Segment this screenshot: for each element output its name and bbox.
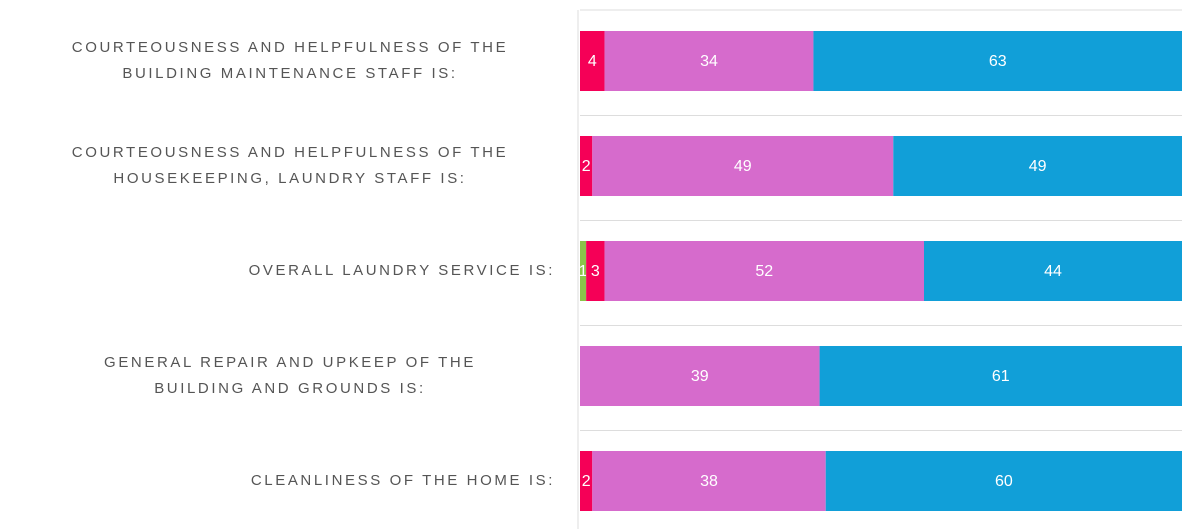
bar-segment (924, 241, 1182, 301)
bar-segment (580, 241, 587, 301)
category-label: HOUSEKEEPING, LAUNDRY STAFF IS: (113, 170, 466, 187)
value-label: 38 (700, 473, 718, 490)
category-label: BUILDING MAINTENANCE STAFF IS: (122, 65, 457, 82)
plot-area: 4 34 63 2 49 49 1 3 52 44 39 61 2 38 60 (579, 9, 1182, 511)
bar-segment (893, 136, 1182, 196)
bar-segment (580, 31, 605, 91)
bar-segment (604, 241, 924, 301)
value-label: 60 (995, 473, 1013, 490)
category-label: OVERALL LAUNDRY SERVICE IS: (249, 262, 555, 279)
category-label: COURTEOUSNESS AND HELPFULNESS OF THE (72, 144, 508, 161)
bar-segment (592, 136, 894, 196)
value-label: 44 (1044, 263, 1062, 280)
bar-segment (825, 451, 1182, 511)
bar-segment (592, 451, 826, 511)
value-label: 1 (579, 263, 588, 280)
bar-segment (813, 31, 1182, 91)
bar-segment (580, 451, 593, 511)
bar-segment (819, 346, 1182, 406)
value-label: 34 (700, 53, 718, 70)
bar-segment (580, 136, 593, 196)
value-label: 61 (992, 368, 1010, 385)
value-label: 49 (1029, 158, 1047, 175)
bar-segment (586, 241, 605, 301)
value-label: 3 (591, 263, 600, 280)
category-label: GENERAL REPAIR AND UPKEEP OF THE (104, 354, 476, 371)
value-label: 63 (989, 53, 1007, 70)
value-label: 52 (755, 263, 773, 280)
value-label: 2 (582, 473, 591, 490)
value-label: 4 (588, 53, 597, 70)
value-label: 39 (691, 368, 709, 385)
value-label: 49 (734, 158, 752, 175)
category-label: COURTEOUSNESS AND HELPFULNESS OF THE (72, 39, 508, 56)
category-label: BUILDING AND GROUNDS IS: (154, 380, 426, 397)
category-label: CLEANLINESS OF THE HOME IS: (251, 472, 555, 489)
bar-segment (580, 346, 820, 406)
value-label: 2 (582, 158, 591, 175)
bar-segment (604, 31, 814, 91)
